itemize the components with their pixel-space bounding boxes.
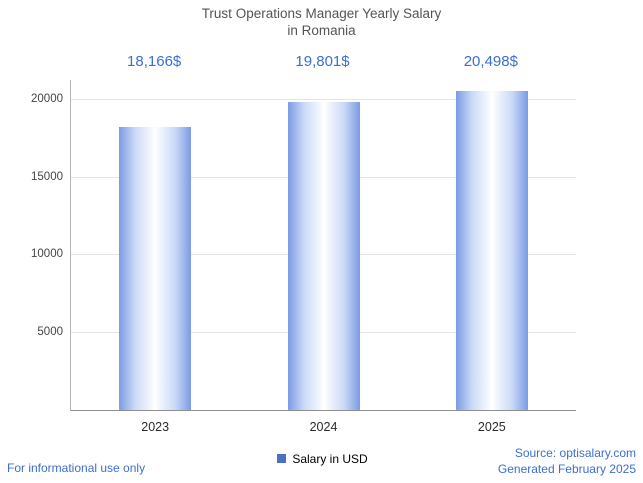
plot-area: 5000 10000 15000 20000 2023 2024 2025 bbox=[31, 80, 576, 434]
footer-source: Source: optisalary.com Generated Februar… bbox=[498, 445, 636, 477]
gridline bbox=[71, 98, 576, 100]
bar-2025[interactable] bbox=[455, 90, 528, 410]
legend: Salary in USD bbox=[70, 452, 575, 466]
legend-swatch-icon bbox=[277, 454, 287, 464]
source-link[interactable]: Source: optisalary.com bbox=[514, 446, 636, 460]
generated-date: Generated February 2025 bbox=[497, 462, 636, 476]
legend-label: Salary in USD bbox=[292, 452, 368, 466]
bar-value-label-2023: 18,166$ bbox=[127, 53, 182, 70]
bar-value-labels: 18,166$ 19,801$ 20,498$ bbox=[70, 53, 575, 73]
bar-2024[interactable] bbox=[287, 101, 360, 410]
chart-title-line2: in Romania bbox=[287, 23, 356, 38]
bar-value-label-2025: 20,498$ bbox=[463, 53, 518, 70]
chart-title-line1: Trust Operations Manager Yearly Salary bbox=[201, 6, 442, 21]
bar-value-label-2024: 19,801$ bbox=[295, 53, 350, 70]
bar-2023[interactable] bbox=[119, 127, 192, 410]
x-axis-label-2024: 2024 bbox=[309, 420, 338, 434]
y-axis-tick-label: 15000 bbox=[31, 170, 63, 183]
y-axis-tick-label: 5000 bbox=[37, 326, 63, 339]
x-axis-label-2023: 2023 bbox=[141, 420, 170, 434]
y-axis-tick-label: 10000 bbox=[31, 248, 63, 261]
y-axis-tick-label: 20000 bbox=[31, 92, 63, 105]
footer-disclaimer: For informational use only bbox=[7, 461, 146, 475]
x-axis-label-2025: 2025 bbox=[477, 420, 506, 434]
chart-title: Trust Operations Manager Yearly Salary i… bbox=[0, 5, 643, 39]
